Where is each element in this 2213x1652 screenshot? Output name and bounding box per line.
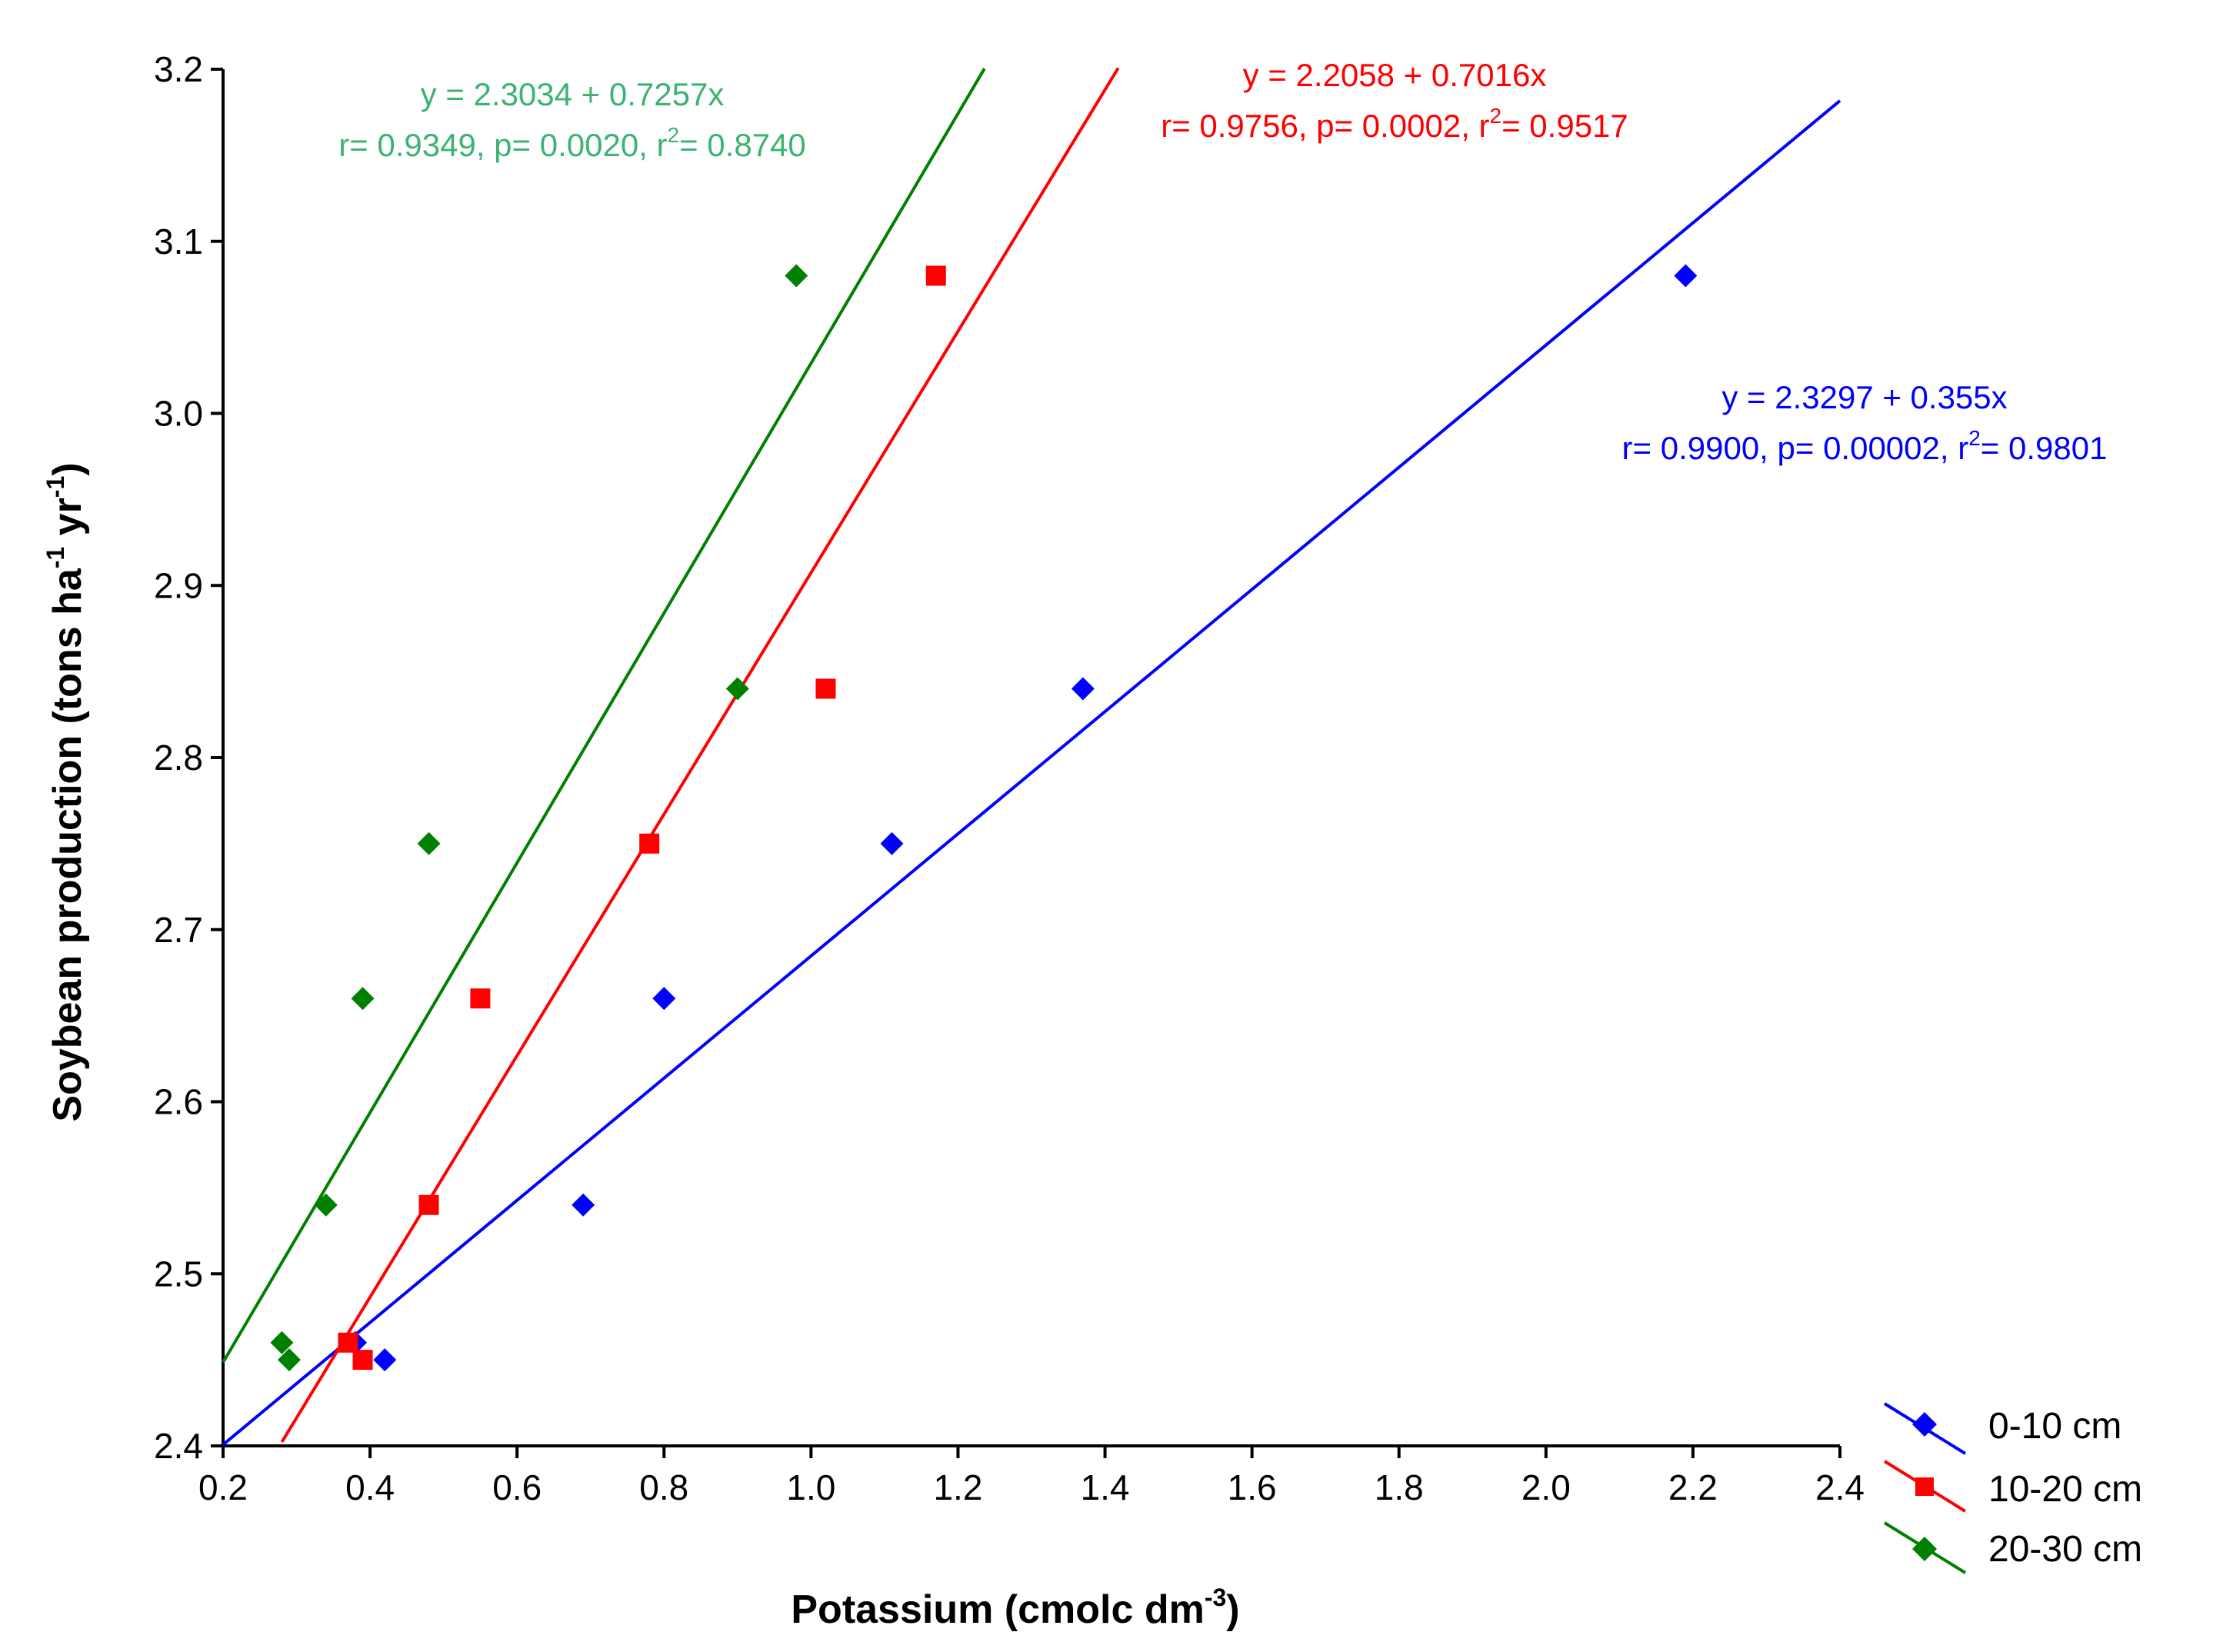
x-tick-label: 0.8	[639, 1467, 688, 1507]
y-tick-label: 2.6	[154, 1082, 203, 1122]
point-10-20	[639, 834, 659, 854]
legend-marker-10-20	[1915, 1477, 1934, 1496]
x-tick-label: 0.4	[345, 1467, 395, 1507]
x-tick-label: 1.6	[1228, 1467, 1277, 1507]
x-tick-label: 1.8	[1375, 1467, 1424, 1507]
stats-20-30-pre: r= 0.9349, p= 0.0020, r	[338, 127, 667, 163]
chart-background	[0, 0, 2213, 1652]
stats-20-30: r= 0.9349, p= 0.0020, r2= 0.8740	[338, 123, 806, 163]
y-tick-label: 2.9	[154, 565, 203, 605]
x-axis-title-close: )	[1226, 1587, 1239, 1632]
equation-20-30: y = 2.3034 + 0.7257x	[421, 76, 725, 112]
x-tick-label: 0.2	[198, 1467, 248, 1507]
point-10-20	[419, 1195, 439, 1215]
y-axis-title-sup1: -1	[42, 547, 69, 568]
y-axis-title-sup2: -1	[42, 476, 69, 498]
legend-label-10-20: 10-20 cm	[1988, 1469, 2142, 1510]
equation-10-20: y = 2.2058 + 0.7016x	[1243, 57, 1547, 93]
stats-20-30-sup: 2	[668, 123, 680, 147]
y-axis-title-close: )	[45, 462, 90, 475]
stats-20-30-post: = 0.8740	[679, 127, 806, 163]
stats-0-10-pre: r= 0.9900, p= 0.00002, r	[1622, 430, 1969, 466]
legend: 0-10 cm 10-20 cm 20-30 cm	[1885, 1404, 2142, 1573]
point-10-20	[815, 679, 835, 699]
stats-10-20-sup: 2	[1490, 104, 1502, 128]
y-axis-title-mid: yr	[45, 498, 90, 547]
stats-10-20: r= 0.9756, p= 0.0002, r2= 0.9517	[1161, 104, 1628, 144]
x-tick-label: 1.2	[933, 1467, 982, 1507]
y-tick-label: 3.1	[154, 221, 203, 261]
stats-10-20-pre: r= 0.9756, p= 0.0002, r	[1161, 108, 1489, 144]
x-tick-label: 1.4	[1081, 1467, 1130, 1507]
legend-label-20-30: 20-30 cm	[1988, 1529, 2142, 1570]
y-tick-label: 2.4	[154, 1426, 203, 1466]
scatter-chart: 0.2 0.4 0.6 0.8 1.0 1.2 1.4 1.6 1.8 2.0 2.2 2.4 2.4 2…	[0, 0, 2213, 1652]
y-tick-label: 2.8	[154, 738, 203, 778]
x-tick-label: 2.4	[1815, 1467, 1865, 1507]
y-tick-label: 2.5	[154, 1254, 203, 1294]
x-tick-label: 0.6	[492, 1467, 542, 1507]
y-axis-title-main: Soybean production (tons ha	[45, 568, 90, 1121]
y-tick-label: 3.2	[154, 49, 203, 89]
x-tick-label: 1.0	[786, 1467, 835, 1507]
equation-0-10: y = 2.3297 + 0.355x	[1721, 379, 2007, 415]
y-tick-label: 2.7	[154, 910, 203, 950]
legend-label-0-10: 0-10 cm	[1988, 1406, 2121, 1447]
x-axis-title-main: Potassium (cmolc dm	[791, 1587, 1204, 1632]
y-tick-label: 3.0	[154, 394, 203, 434]
x-axis-title-sup: -3	[1205, 1584, 1226, 1611]
stats-0-10-post: = 0.9801	[1981, 430, 2108, 466]
point-10-20	[470, 988, 490, 1008]
x-axis-title: Potassium (cmolc dm-3)	[791, 1584, 1239, 1632]
x-tick-label: 2.2	[1668, 1467, 1718, 1507]
stats-0-10: r= 0.9900, p= 0.00002, r2= 0.9801	[1622, 426, 2108, 466]
stats-10-20-post: = 0.9517	[1501, 108, 1628, 144]
point-10-20	[926, 266, 946, 286]
stats-0-10-sup: 2	[1968, 426, 1981, 450]
point-10-20	[338, 1333, 358, 1353]
point-10-20	[353, 1350, 373, 1370]
x-tick-label: 2.0	[1521, 1467, 1571, 1507]
